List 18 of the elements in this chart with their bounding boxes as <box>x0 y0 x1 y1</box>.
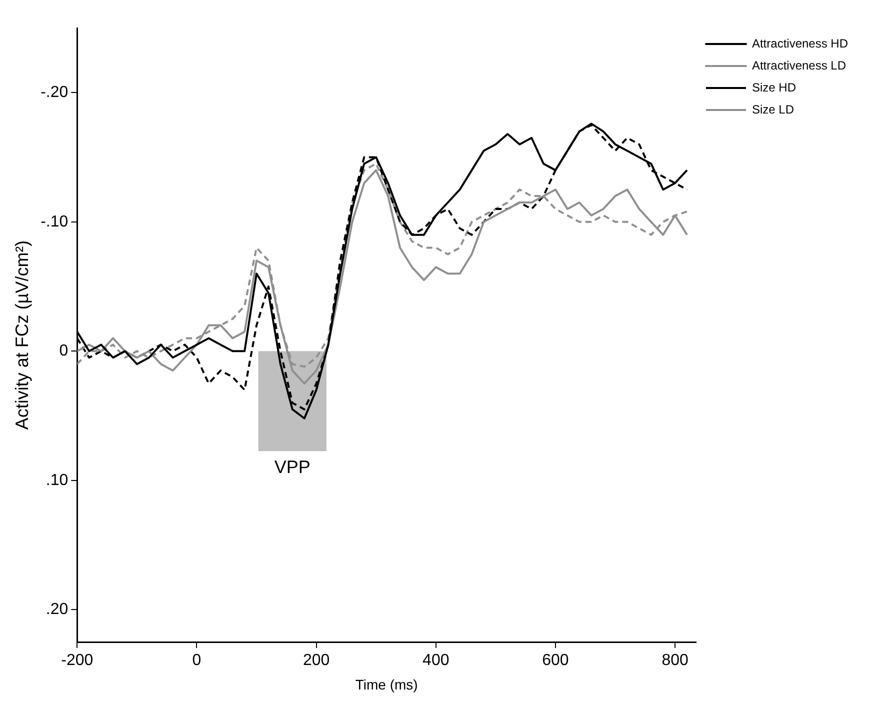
legend-label: Size LD <box>752 102 794 116</box>
y-tick-label: 0 <box>59 342 68 360</box>
y-tick-label: .20 <box>46 601 68 618</box>
x-tick-label: -200 <box>61 652 94 670</box>
legend-label: Size HD <box>752 80 796 94</box>
legend-label: Attractiveness HD <box>752 36 848 50</box>
legend-label: Attractiveness LD <box>752 58 846 72</box>
x-tick-label: 200 <box>302 652 330 670</box>
x-tick-label: 800 <box>662 652 688 670</box>
x-tick-label: 400 <box>422 652 450 670</box>
x-tick-label: 600 <box>542 652 569 670</box>
y-tick-label: -.20 <box>40 84 68 102</box>
x-axis-title: Time (ms) <box>355 676 418 692</box>
x-tick-label: 0 <box>192 652 202 670</box>
y-axis-title: Activity at FCz (µV/cm²) <box>12 240 32 430</box>
band-label: VPP <box>274 457 310 478</box>
y-tick-label: -.10 <box>40 213 68 230</box>
y-tick-label: .10 <box>46 472 68 489</box>
